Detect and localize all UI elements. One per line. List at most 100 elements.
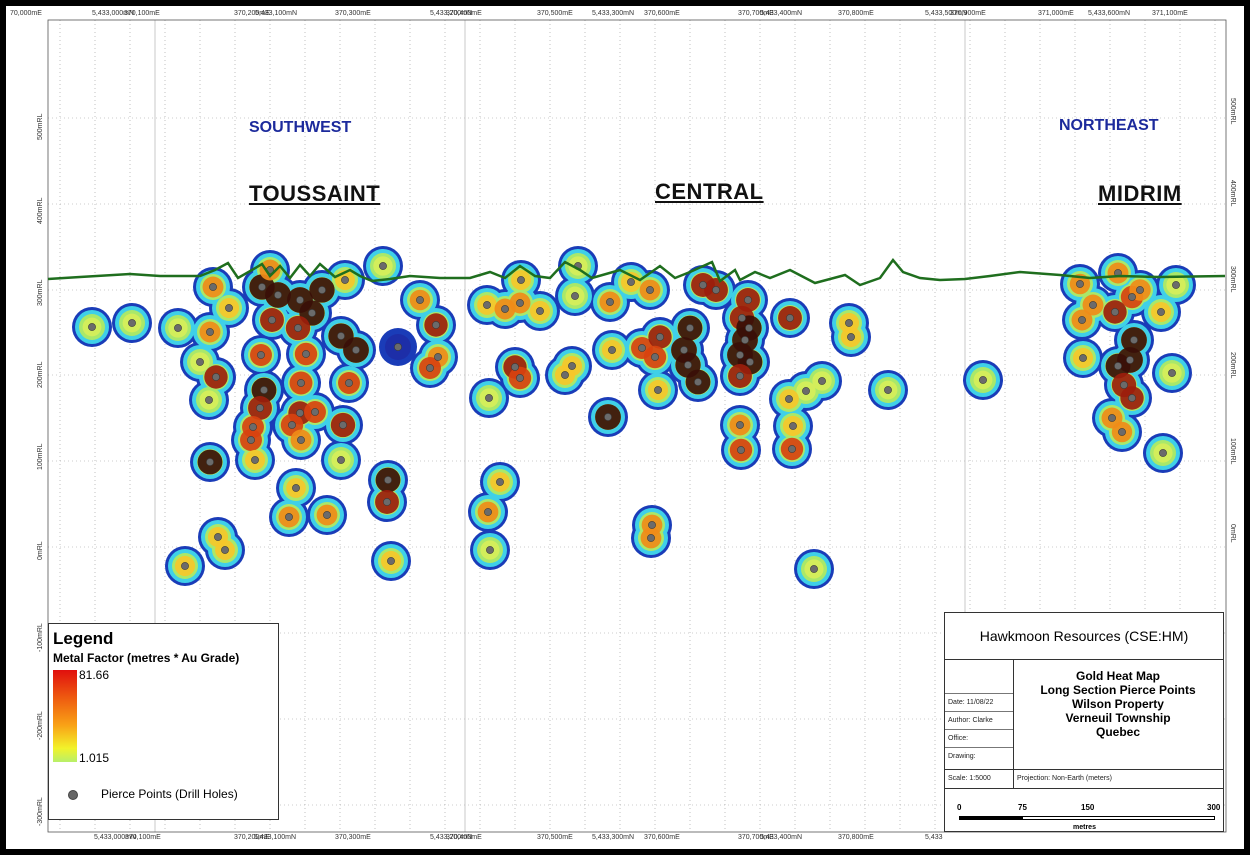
pierce-point <box>323 511 331 519</box>
pierce-point <box>736 372 744 380</box>
pierce-point-symbol-icon <box>68 790 78 800</box>
pierce-point <box>206 328 214 336</box>
description-line: Quebec <box>1095 725 1140 739</box>
pierce-point <box>810 565 818 573</box>
pierce-point <box>517 276 525 284</box>
title-block: Hawkmoon Resources (CSE:HM) Date: 11/08/… <box>944 612 1224 832</box>
region-label-northeast: NORTHEAST <box>1059 117 1159 134</box>
pierce-point <box>394 343 402 351</box>
pierce-point <box>318 286 326 294</box>
pierce-point <box>260 386 268 394</box>
rl-tick-label: 300mRL <box>37 279 44 306</box>
pierce-point <box>1172 281 1180 289</box>
rl-tick-label: 200mRL <box>1229 352 1236 379</box>
pierce-point <box>884 386 892 394</box>
pierce-point <box>568 362 576 370</box>
pierce-point <box>1078 316 1086 324</box>
pierce-point <box>686 324 694 332</box>
coordinate-tick-label: 5,433,300mN <box>592 834 635 841</box>
coordinate-tick-label: 5,433 <box>925 834 943 841</box>
coordinate-tick-label: 371,100mE <box>1152 10 1188 17</box>
coordinate-tick-label: 370,800mE <box>838 10 874 17</box>
pierce-point <box>1089 301 1097 309</box>
coordinate-tick-label: 370,400mE <box>446 10 482 17</box>
pierce-point <box>311 408 319 416</box>
pierce-point <box>1159 449 1167 457</box>
pierce-point <box>571 292 579 300</box>
pierce-point <box>426 364 434 372</box>
pierce-point <box>1128 293 1136 301</box>
pierce-point <box>485 394 493 402</box>
drawing-field: Drawing: <box>945 747 1013 765</box>
pierce-point <box>209 283 217 291</box>
pierce-point <box>646 286 654 294</box>
coordinate-tick-label: 5,433,100mN <box>255 10 298 17</box>
coordinate-tick-label: 370,500mE <box>537 834 573 841</box>
coordinate-tick-label: 370,200mE <box>234 834 270 841</box>
pierce-point <box>432 321 440 329</box>
pierce-point <box>206 458 214 466</box>
pierce-point <box>434 353 442 361</box>
pierce-point <box>1079 354 1087 362</box>
pierce-point <box>647 534 655 542</box>
pierce-point <box>196 358 204 366</box>
pierce-point <box>1136 286 1144 294</box>
description-line: Gold Heat Map <box>1075 669 1160 683</box>
pierce-point <box>174 324 182 332</box>
pierce-point <box>128 319 136 327</box>
pierce-point <box>1128 394 1136 402</box>
pierce-point <box>249 423 257 431</box>
scale-bar-label: 0 <box>957 803 962 812</box>
coordinate-tick-label: 370,700mE <box>738 834 774 841</box>
rl-tick-label: 200mRL <box>37 361 44 388</box>
pierce-point <box>648 521 656 529</box>
pierce-point <box>1157 308 1165 316</box>
pierce-point <box>656 333 664 341</box>
author-field: Author: Clarke <box>945 711 1013 729</box>
zone-label-toussaint: TOUSSAINT <box>249 181 381 206</box>
coordinate-tick-label: 5,433,400mN <box>760 10 803 17</box>
pierce-point <box>741 336 749 344</box>
scale-projection-row: Scale: 1:5000 Projection: Non-Earth (met… <box>945 769 1223 789</box>
pierce-point <box>268 316 276 324</box>
rl-tick-label: -300mRL <box>37 797 44 826</box>
pierce-point <box>296 409 304 417</box>
scale-field: Scale: 1:5000 <box>948 775 991 782</box>
rl-tick-label: 300mRL <box>1229 266 1236 293</box>
description-line: Wilson Property <box>1072 697 1164 711</box>
coordinate-tick-label: 70,000mE <box>10 10 42 17</box>
pierce-point <box>1120 381 1128 389</box>
pierce-point <box>337 456 345 464</box>
pierce-point <box>1076 280 1084 288</box>
pierce-point <box>746 358 754 366</box>
date-field: Date: 11/08/22 <box>945 693 1013 711</box>
legend-subtitle: Metal Factor (metres * Au Grade) <box>53 651 240 665</box>
pierce-point <box>247 436 255 444</box>
coordinate-tick-label: 370,900mE <box>950 10 986 17</box>
pierce-point <box>737 446 745 454</box>
pierce-point <box>292 484 300 492</box>
pierce-point <box>337 332 345 340</box>
description-line: Verneuil Township <box>1065 711 1171 725</box>
pierce-point <box>288 421 296 429</box>
pierce-point <box>516 299 524 307</box>
pierce-point <box>680 346 688 354</box>
pierce-point <box>738 314 746 322</box>
heat-map-layer <box>72 246 1196 589</box>
pierce-point <box>256 404 264 412</box>
legend-color-ramp <box>53 670 77 762</box>
pierce-point <box>1126 356 1134 364</box>
pierce-point <box>845 319 853 327</box>
rl-tick-label: 500mRL <box>37 113 44 140</box>
pierce-point <box>221 546 229 554</box>
scale-bar-unit: metres <box>1073 824 1096 831</box>
rl-tick-label: -100mRL <box>37 623 44 652</box>
pierce-point <box>383 498 391 506</box>
pierce-point <box>604 413 612 421</box>
coordinate-tick-label: 5,433,500mN <box>925 10 968 17</box>
description-line: Long Section Pierce Points <box>1040 683 1196 697</box>
pierce-point <box>416 296 424 304</box>
pierce-point <box>736 351 744 359</box>
coordinate-tick-label: 5,433,300mN <box>592 10 635 17</box>
